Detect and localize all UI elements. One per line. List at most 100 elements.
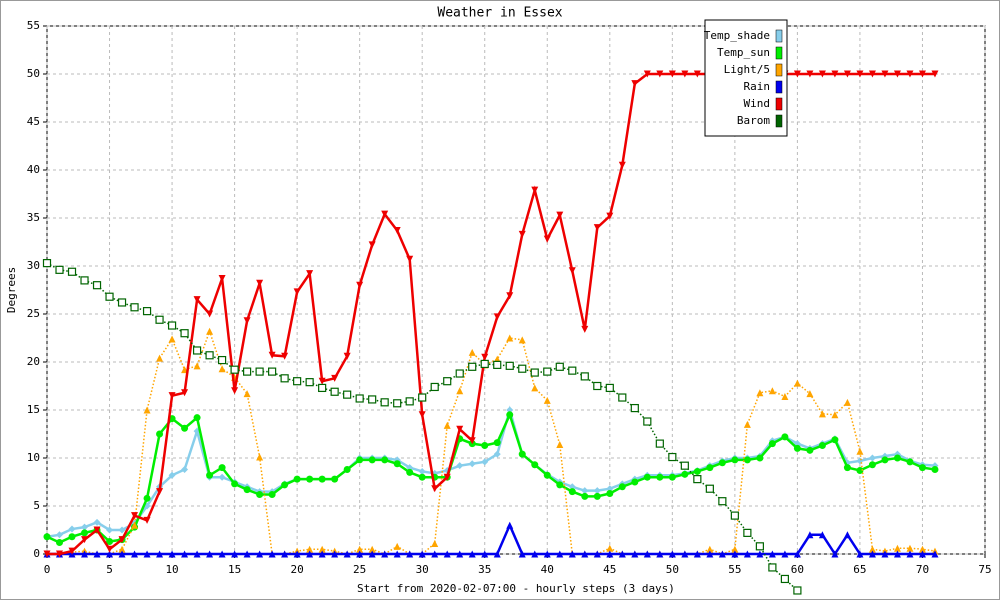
legend-swatch: [775, 114, 783, 128]
marker: [393, 226, 401, 234]
marker: [581, 325, 589, 333]
marker: [881, 456, 889, 464]
marker: [231, 387, 239, 395]
marker: [243, 390, 251, 398]
marker: [818, 531, 826, 539]
marker: [156, 430, 164, 438]
marker: [168, 392, 176, 400]
marker: [418, 467, 426, 475]
marker: [793, 586, 802, 595]
marker: [205, 351, 214, 360]
marker: [318, 383, 327, 393]
marker: [381, 210, 389, 218]
marker: [143, 550, 151, 558]
y-tick-label: 10: [27, 451, 40, 464]
marker: [68, 547, 76, 555]
marker: [356, 456, 364, 464]
marker: [856, 466, 864, 474]
marker: [331, 475, 339, 483]
marker: [843, 398, 851, 406]
y-tick-label: 35: [27, 211, 40, 224]
x-tick-label: 55: [728, 563, 741, 576]
marker: [781, 393, 789, 401]
marker: [831, 70, 839, 78]
marker: [493, 439, 501, 447]
marker: [506, 411, 514, 419]
marker: [206, 327, 214, 335]
marker: [831, 436, 839, 444]
marker: [167, 321, 177, 330]
marker: [481, 353, 489, 361]
y-tick-label: 40: [27, 163, 40, 176]
marker: [768, 387, 776, 395]
marker: [331, 550, 339, 558]
series-layer: [42, 70, 939, 595]
marker: [356, 545, 364, 553]
marker: [206, 550, 214, 558]
marker: [505, 361, 514, 370]
marker: [531, 186, 539, 194]
marker: [118, 536, 126, 544]
y-tick-label: 45: [27, 115, 40, 128]
marker: [81, 523, 89, 531]
marker: [543, 550, 551, 558]
marker: [706, 550, 714, 558]
marker: [918, 550, 926, 558]
marker: [430, 382, 439, 392]
marker: [856, 550, 864, 558]
marker: [106, 550, 114, 558]
marker: [293, 288, 301, 296]
marker: [118, 526, 126, 534]
marker: [693, 70, 701, 78]
marker: [281, 352, 289, 360]
marker: [493, 550, 501, 558]
y-tick-label: 15: [27, 403, 40, 416]
marker: [868, 70, 876, 78]
marker: [580, 372, 589, 381]
marker: [231, 480, 239, 488]
marker: [380, 398, 389, 407]
marker: [568, 550, 576, 558]
marker: [318, 377, 326, 385]
marker: [80, 276, 89, 285]
marker: [180, 329, 189, 338]
marker: [243, 550, 251, 558]
marker: [806, 70, 814, 78]
marker: [831, 550, 839, 558]
marker: [518, 450, 526, 458]
marker: [518, 550, 526, 558]
marker: [443, 377, 452, 386]
marker: [218, 464, 226, 472]
marker: [843, 531, 851, 539]
marker: [293, 377, 302, 386]
marker: [306, 550, 314, 558]
marker: [843, 464, 851, 472]
x-axis-label: Start from 2020-02-07:00 - hourly steps …: [357, 582, 675, 595]
legend-swatch: [775, 80, 783, 94]
marker: [468, 362, 477, 371]
marker: [918, 545, 926, 553]
marker: [81, 536, 89, 544]
marker: [343, 550, 351, 558]
marker: [806, 446, 814, 454]
marker: [793, 444, 801, 452]
marker: [181, 389, 189, 397]
series-line: [47, 328, 936, 555]
x-tick-label: 75: [978, 563, 991, 576]
marker: [305, 378, 314, 387]
x-tick-label: 5: [106, 563, 113, 576]
marker: [743, 550, 751, 558]
marker: [56, 550, 64, 558]
marker: [581, 492, 589, 500]
marker: [718, 497, 727, 506]
marker: [755, 542, 764, 551]
marker: [481, 458, 489, 466]
marker: [155, 315, 164, 324]
x-tick-label: 15: [228, 563, 241, 576]
marker: [531, 461, 539, 469]
marker: [643, 550, 651, 558]
marker: [931, 550, 939, 558]
marker: [681, 70, 689, 78]
y-tick-label: 20: [27, 355, 40, 368]
marker: [668, 70, 676, 78]
